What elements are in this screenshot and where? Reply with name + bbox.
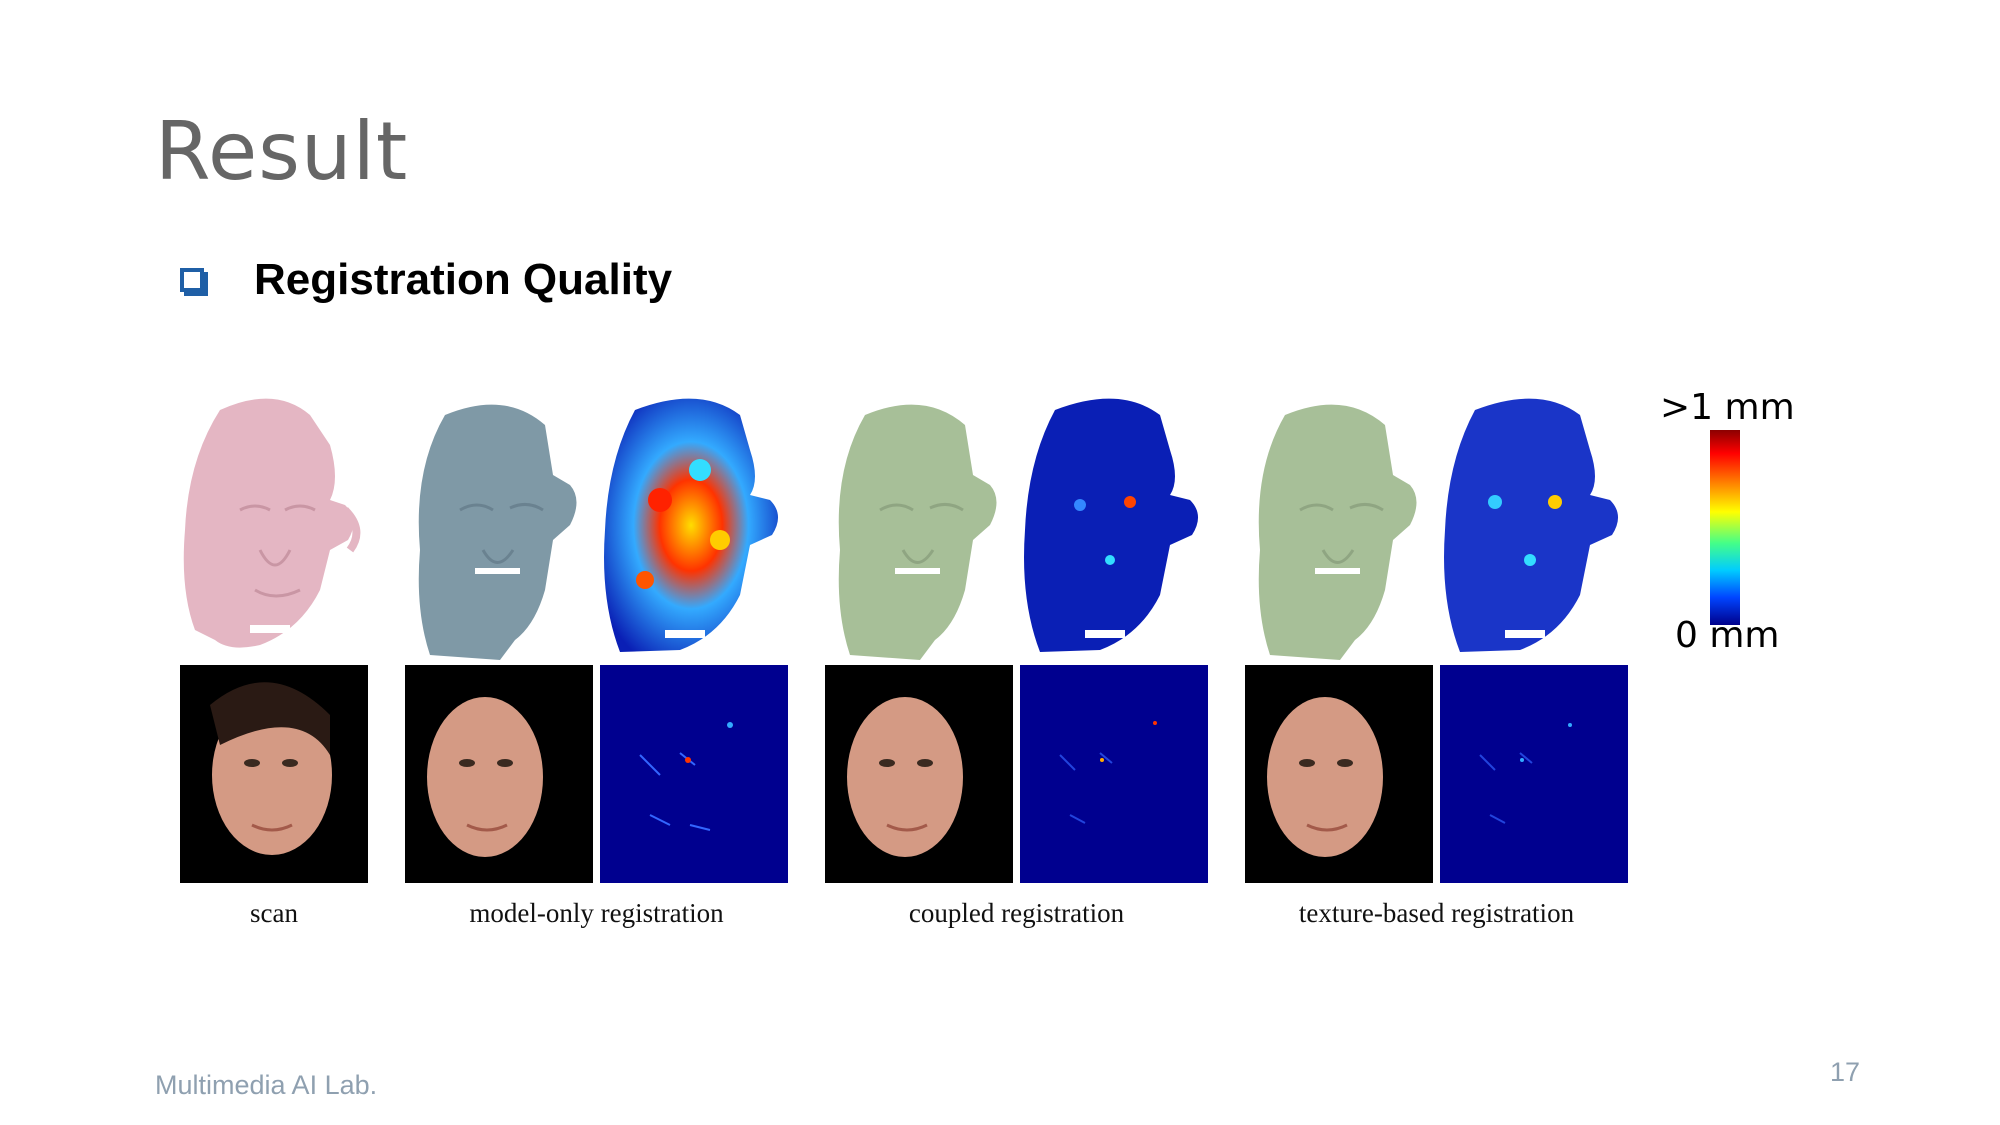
checkbox-bullet-icon — [180, 268, 208, 296]
caption-model-only: model-only registration — [469, 898, 724, 928]
coupled-mesh-render — [838, 404, 997, 660]
scan-photo — [180, 665, 368, 883]
scan-mesh-render — [183, 398, 361, 648]
caption-texture-based: texture-based registration — [1298, 898, 1575, 928]
texture-based-photo — [1245, 665, 1433, 883]
slide-title: Result — [155, 105, 409, 198]
model-only-error-map — [600, 665, 788, 883]
coupled-error-map — [1020, 665, 1208, 883]
caption-coupled: coupled registration — [908, 898, 1125, 928]
colorbar-top-label: >1 mm — [1660, 387, 1795, 428]
error-colorbar — [1710, 430, 1740, 625]
model-only-error-heatmap — [604, 398, 779, 652]
colorbar-bottom-label: 0 mm — [1675, 615, 1780, 656]
model-only-mesh-render — [418, 404, 577, 660]
caption-scan: scan — [250, 898, 298, 928]
registration-figure: scan model-only registration coupled reg… — [180, 387, 1800, 950]
texture-based-error-heatmap — [1444, 398, 1619, 652]
bullet-item: Registration Quality — [180, 255, 672, 305]
coupled-photo — [825, 665, 1013, 883]
bullet-text: Registration Quality — [254, 255, 673, 304]
page-number: 17 — [1830, 1057, 1861, 1087]
coupled-error-heatmap — [1024, 398, 1199, 652]
texture-based-mesh-render — [1258, 404, 1417, 660]
model-only-photo — [405, 665, 593, 883]
footer-lab-name: Multimedia AI Lab. — [155, 1070, 378, 1100]
texture-based-error-map — [1440, 665, 1628, 883]
